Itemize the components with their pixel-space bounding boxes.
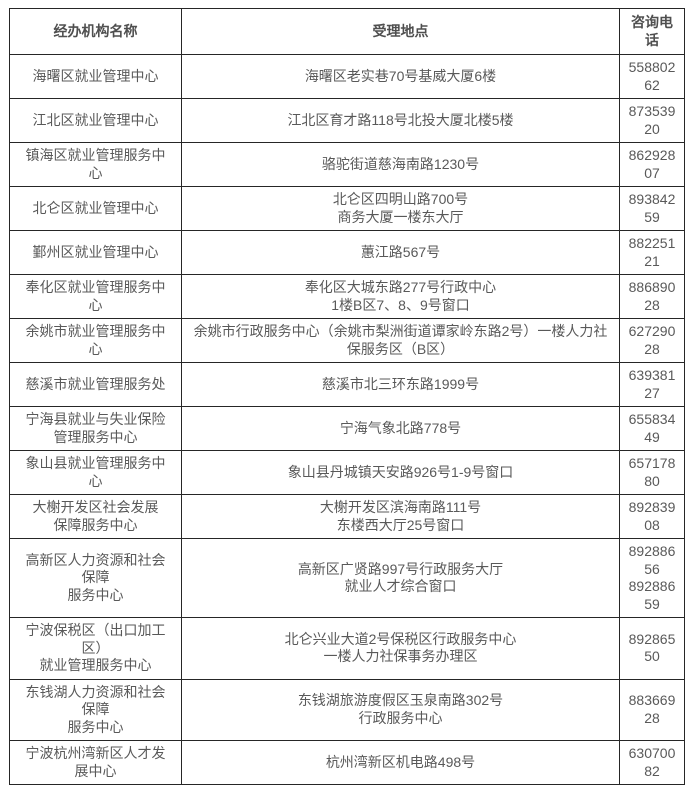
address-cell: 海曙区老实巷70号基威大厦6楼 xyxy=(181,54,620,99)
table-row: 宁波杭州湾新区人才发 展中心 杭州湾新区机电路498号 630700 82 xyxy=(9,740,685,785)
address-cell: 宁海气象北路778号 xyxy=(181,406,620,451)
agency-name-cell: 宁海县就业与失业保险 管理服务中心 xyxy=(9,406,182,451)
table-header-row: 经办机构名称 受理地点 咨询电 话 xyxy=(9,8,685,55)
phone-cell: 639381 27 xyxy=(619,362,685,407)
phone-cell: 893842 59 xyxy=(619,186,685,231)
address-cell: 东钱湖旅游度假区玉泉南路302号 行政服务中心 xyxy=(181,678,620,741)
table-row: 鄞州区就业管理中心 蕙江路567号 882251 21 xyxy=(9,230,685,275)
table-row: 余姚市就业管理服务中 心 余姚市行政服务中心（余姚市梨洲街道谭家岭东路2号）一楼… xyxy=(9,318,685,363)
table-row: 高新区人力资源和社会 保障 服务中心 高新区广贤路997号行政服务大厅 就业人才… xyxy=(9,538,685,618)
address-cell: 江北区育才路118号北投大厦北楼5楼 xyxy=(181,98,620,143)
phone-cell: 892839 08 xyxy=(619,494,685,539)
address-cell: 高新区广贤路997号行政服务大厅 就业人才综合窗口 xyxy=(181,538,620,618)
header-phone: 咨询电 话 xyxy=(619,8,685,55)
header-agency-name: 经办机构名称 xyxy=(9,8,182,55)
agency-name-cell: 江北区就业管理中心 xyxy=(9,98,182,143)
phone-cell: 886890 28 xyxy=(619,274,685,319)
address-cell: 慈溪市北三环东路1999号 xyxy=(181,362,620,407)
agency-name-cell: 慈溪市就业管理服务处 xyxy=(9,362,182,407)
phone-cell: 892865 50 xyxy=(619,617,685,680)
agency-table: 经办机构名称 受理地点 咨询电 话 海曙区就业管理中心 海曙区老实巷70号基威大… xyxy=(9,8,685,785)
table-row: 大榭开发区社会发展 保障服务中心 大榭开发区滨海南路111号 东楼西大厅25号窗… xyxy=(9,494,685,539)
table-row: 东钱湖人力资源和社会 保障 服务中心 东钱湖旅游度假区玉泉南路302号 行政服务… xyxy=(9,678,685,741)
table-row: 宁波保税区（出口加工 区） 就业管理服务中心 北仑兴业大道2号保税区行政服务中心… xyxy=(9,617,685,680)
agency-name-cell: 象山县就业管理服务中 心 xyxy=(9,450,182,495)
address-cell: 杭州湾新区机电路498号 xyxy=(181,740,620,785)
phone-cell: 630700 82 xyxy=(619,740,685,785)
agency-name-cell: 奉化区就业管理服务中 心 xyxy=(9,274,182,319)
agency-name-cell: 大榭开发区社会发展 保障服务中心 xyxy=(9,494,182,539)
address-cell: 北仑区四明山路700号 商务大厦一楼东大厅 xyxy=(181,186,620,231)
phone-cell: 883669 28 xyxy=(619,678,685,741)
address-cell: 余姚市行政服务中心（余姚市梨洲街道谭家岭东路2号）一楼人力社 保服务区（B区） xyxy=(181,318,620,363)
table-row: 镇海区就业管理服务中 心 骆驼街道慈海南路1230号 862928 07 xyxy=(9,142,685,187)
phone-cell: 655834 49 xyxy=(619,406,685,451)
phone-cell: 558802 62 xyxy=(619,54,685,99)
phone-cell: 873539 20 xyxy=(619,98,685,143)
phone-cell: 657178 80 xyxy=(619,450,685,495)
address-cell: 奉化区大城东路277号行政中心 1楼B区7、8、9号窗口 xyxy=(181,274,620,319)
address-cell: 北仑兴业大道2号保税区行政服务中心 一楼人力社保事务办理区 xyxy=(181,617,620,680)
table-body: 海曙区就业管理中心 海曙区老实巷70号基威大厦6楼 558802 62 江北区就… xyxy=(9,54,685,785)
table-row: 海曙区就业管理中心 海曙区老实巷70号基威大厦6楼 558802 62 xyxy=(9,54,685,99)
agency-name-cell: 余姚市就业管理服务中 心 xyxy=(9,318,182,363)
address-cell: 象山县丹城镇天安路926号1-9号窗口 xyxy=(181,450,620,495)
header-location: 受理地点 xyxy=(181,8,620,55)
address-cell: 骆驼街道慈海南路1230号 xyxy=(181,142,620,187)
table-row: 象山县就业管理服务中 心 象山县丹城镇天安路926号1-9号窗口 657178 … xyxy=(9,450,685,495)
agency-name-cell: 宁波保税区（出口加工 区） 就业管理服务中心 xyxy=(9,617,182,680)
table-row: 北仑区就业管理中心 北仑区四明山路700号 商务大厦一楼东大厅 893842 5… xyxy=(9,186,685,231)
table-row: 慈溪市就业管理服务处 慈溪市北三环东路1999号 639381 27 xyxy=(9,362,685,407)
phone-cell: 862928 07 xyxy=(619,142,685,187)
agency-name-cell: 海曙区就业管理中心 xyxy=(9,54,182,99)
phone-cell: 892886 56 892886 59 xyxy=(619,538,685,618)
agency-name-cell: 镇海区就业管理服务中 心 xyxy=(9,142,182,187)
agency-name-cell: 东钱湖人力资源和社会 保障 服务中心 xyxy=(9,678,182,741)
address-cell: 蕙江路567号 xyxy=(181,230,620,275)
table-row: 江北区就业管理中心 江北区育才路118号北投大厦北楼5楼 873539 20 xyxy=(9,98,685,143)
phone-cell: 627290 28 xyxy=(619,318,685,363)
table-row: 奉化区就业管理服务中 心 奉化区大城东路277号行政中心 1楼B区7、8、9号窗… xyxy=(9,274,685,319)
agency-name-cell: 高新区人力资源和社会 保障 服务中心 xyxy=(9,538,182,618)
phone-cell: 882251 21 xyxy=(619,230,685,275)
address-cell: 大榭开发区滨海南路111号 东楼西大厅25号窗口 xyxy=(181,494,620,539)
table-row: 宁海县就业与失业保险 管理服务中心 宁海气象北路778号 655834 49 xyxy=(9,406,685,451)
agency-name-cell: 鄞州区就业管理中心 xyxy=(9,230,182,275)
agency-name-cell: 北仑区就业管理中心 xyxy=(9,186,182,231)
agency-name-cell: 宁波杭州湾新区人才发 展中心 xyxy=(9,740,182,785)
